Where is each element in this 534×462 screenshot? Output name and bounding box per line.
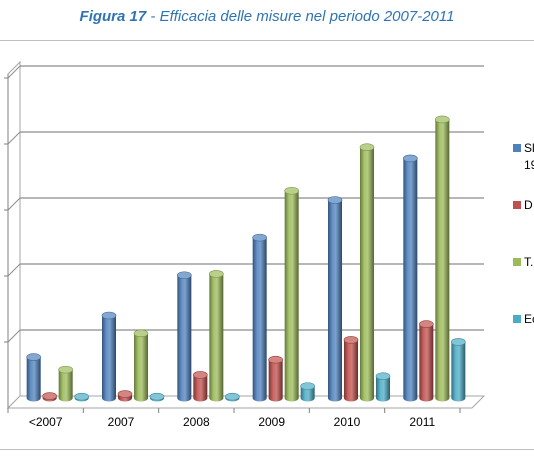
x-tick-label: 2007 xyxy=(108,415,135,429)
bar-top xyxy=(42,392,57,400)
bar-2008-T. xyxy=(209,270,224,402)
bar-2010-T. xyxy=(359,143,375,402)
bar-body xyxy=(403,158,418,402)
bar-top xyxy=(343,336,359,344)
bar-2009-Ec xyxy=(300,382,315,402)
bar-body xyxy=(193,374,208,402)
caption-text: Efficacia delle misure nel periodo 2007-… xyxy=(159,8,455,25)
bar-2007-Ec xyxy=(149,392,165,402)
bar-top xyxy=(268,355,283,364)
figure-number: Figura 17 xyxy=(79,8,147,25)
bar-top xyxy=(403,154,418,163)
bar-body xyxy=(252,237,267,402)
bar-2010-Sl xyxy=(327,196,343,402)
bar-top xyxy=(252,233,267,242)
bar-top xyxy=(435,115,450,124)
bar-<2007-T. xyxy=(58,365,73,402)
bar-top xyxy=(359,143,375,151)
bar-2008-D xyxy=(193,371,208,402)
bar-top xyxy=(327,196,343,204)
legend-label-Ec: Ec xyxy=(524,312,534,326)
bar-top xyxy=(193,371,208,379)
bar-body xyxy=(344,339,358,402)
bar-2010-D xyxy=(343,336,359,402)
bar-body xyxy=(376,376,390,402)
bar-top xyxy=(284,186,299,195)
bar-2009-Sl xyxy=(252,233,267,402)
bar-body xyxy=(451,341,466,402)
bar-<2007-Sl xyxy=(26,353,41,402)
x-tick-label: 2010 xyxy=(334,415,361,429)
x-tick-label: 2008 xyxy=(183,415,210,429)
figure-caption: Figura 17 - Efficacia delle misure nel p… xyxy=(0,8,534,25)
bar-top xyxy=(74,392,89,401)
gridline-wall xyxy=(7,329,21,343)
bar-top xyxy=(26,353,41,361)
left-wall xyxy=(7,60,21,410)
bar-top xyxy=(117,390,133,398)
bar-top xyxy=(419,320,434,328)
legend-swatch-D xyxy=(513,201,521,209)
bar-2007-T. xyxy=(133,329,149,402)
legend-swatch-T. xyxy=(513,258,521,266)
x-tick-label: 2009 xyxy=(258,415,285,429)
bar-2011-Sl xyxy=(403,154,418,402)
bar-top xyxy=(101,311,117,320)
chart-frame xyxy=(0,40,534,450)
gridline-wall xyxy=(7,197,21,211)
bar-body xyxy=(435,119,450,402)
bar-body xyxy=(419,324,434,402)
bar-body xyxy=(300,386,315,402)
gridline-wall xyxy=(7,263,21,277)
bar-top xyxy=(209,270,224,278)
bar-2008-Ec xyxy=(225,392,240,402)
bar-top xyxy=(300,382,315,390)
bar-body xyxy=(284,190,299,402)
bar-top xyxy=(177,271,192,280)
bar-2011-D xyxy=(419,320,434,402)
legend-swatch-Sl xyxy=(513,144,521,152)
bar-body xyxy=(134,333,148,402)
bar-2007-D xyxy=(117,390,133,402)
legend-label-D: D xyxy=(524,198,533,212)
legend-label-line2-Sl: 19 xyxy=(524,158,534,172)
x-tick-label: <2007 xyxy=(29,415,63,429)
bar-2008-Sl xyxy=(177,271,192,402)
bar-body xyxy=(268,359,283,402)
bar-top xyxy=(451,338,466,346)
bar-body xyxy=(209,273,224,402)
gridline-wall xyxy=(7,131,21,145)
bar-body xyxy=(26,357,41,402)
bar-2011-T. xyxy=(435,115,450,402)
bar-2009-D xyxy=(268,355,283,402)
bar-body xyxy=(360,147,374,402)
bar-2011-Ec xyxy=(451,338,466,402)
bar-body xyxy=(177,275,192,402)
bar-top xyxy=(58,365,73,374)
bar-body xyxy=(328,200,342,402)
caption-separator: - xyxy=(146,8,160,25)
x-tick-label: 2011 xyxy=(409,415,435,429)
bar-body xyxy=(102,315,117,402)
bar-top xyxy=(225,392,240,401)
bar-top xyxy=(375,372,391,381)
legend-swatch-Ec xyxy=(513,315,521,323)
bar-2009-T. xyxy=(284,186,299,402)
bar-top xyxy=(133,329,149,338)
bar-<2007-D xyxy=(42,392,57,402)
bar-2010-Ec xyxy=(375,372,391,402)
gridline-wall xyxy=(7,65,21,79)
legend-label-T.: T. xyxy=(524,255,533,269)
bar-body xyxy=(58,369,73,402)
bar-<2007-Ec xyxy=(74,392,89,402)
legend-label-Sl: Sl xyxy=(524,141,534,155)
bar-2007-Sl xyxy=(101,311,117,402)
bar-top xyxy=(149,392,165,401)
